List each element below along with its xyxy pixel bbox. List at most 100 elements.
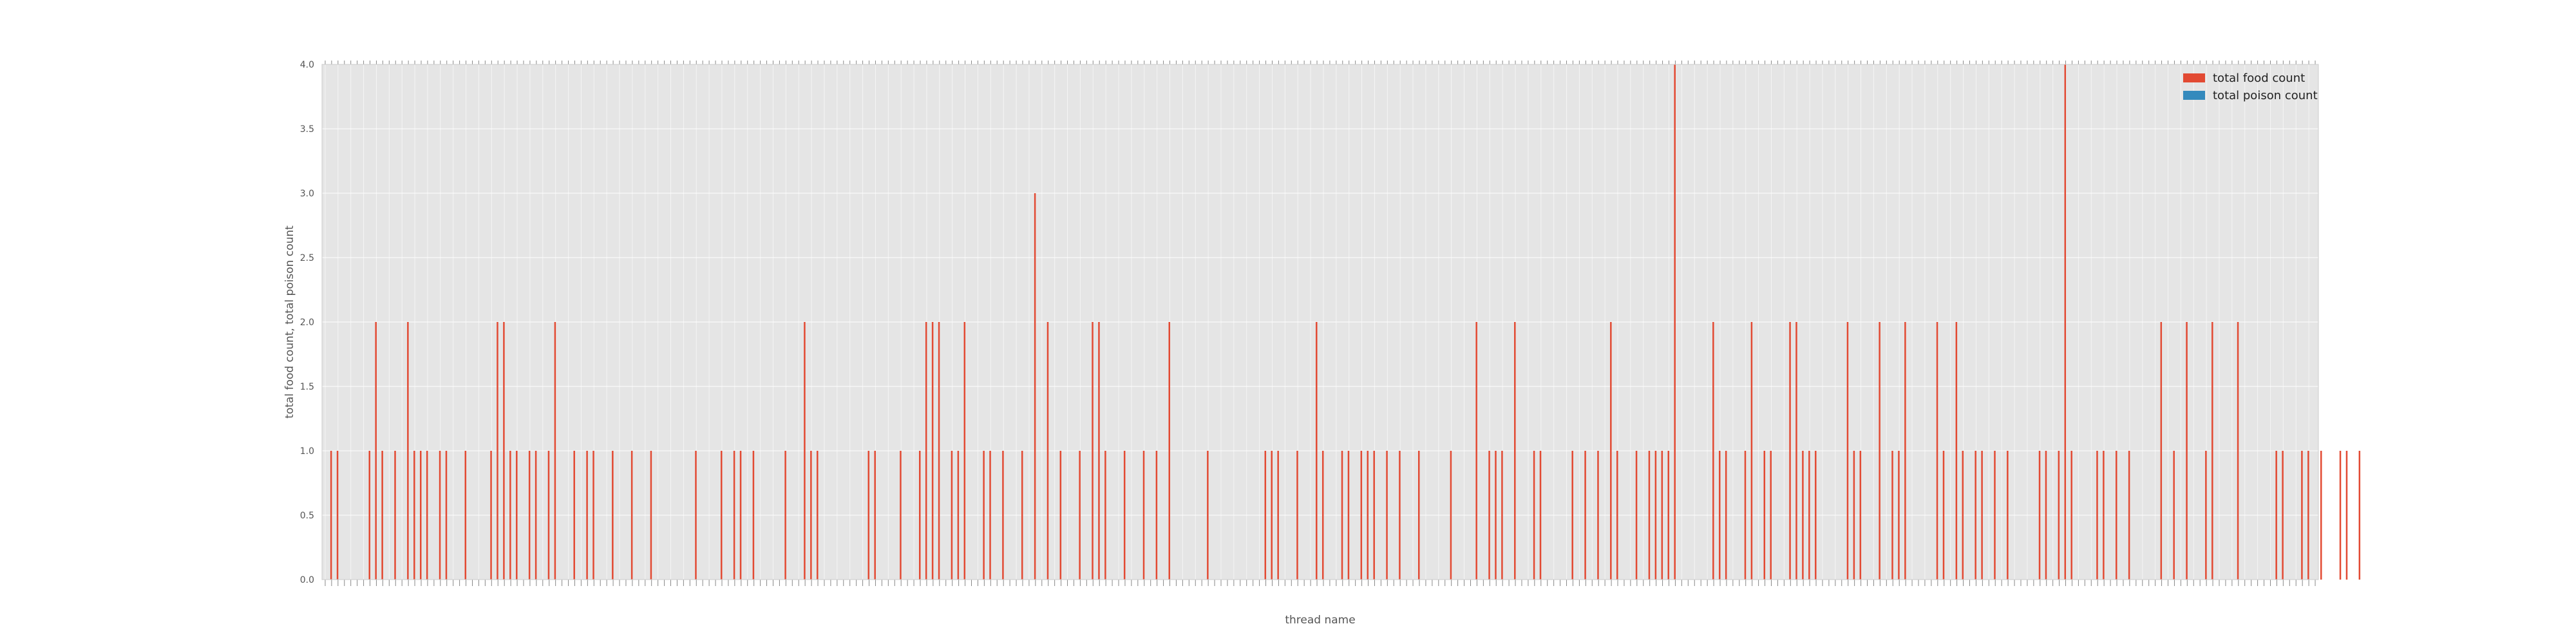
food-count-bar — [1316, 322, 1318, 580]
food-count-bar — [810, 451, 812, 580]
legend-food-label: total food count — [2213, 71, 2305, 85]
food-count-bar — [2058, 451, 2060, 580]
food-count-bar — [1475, 322, 1477, 580]
food-count-bar — [2064, 64, 2067, 580]
food-count-bar — [1002, 451, 1004, 580]
food-count-bar — [1495, 451, 1497, 580]
y-tick-label: 2.5 — [300, 253, 314, 263]
y-tick-label: 0.5 — [300, 511, 314, 521]
food-count-bar — [407, 322, 409, 580]
y-tick-label: 1.5 — [300, 382, 314, 392]
food-count-bar — [630, 451, 633, 580]
food-count-bar — [2320, 451, 2322, 580]
food-count-bar — [1079, 451, 1081, 580]
food-count-bar — [535, 451, 537, 580]
legend-poison-label: total poison count — [2213, 89, 2318, 102]
food-count-bar — [1277, 451, 1279, 580]
food-count-bar — [490, 451, 492, 580]
food-count-bar — [1616, 451, 1618, 580]
food-count-bar — [2103, 451, 2105, 580]
food-count-bar — [547, 451, 550, 580]
food-count-bar — [554, 322, 556, 580]
food-count-bar — [1802, 451, 1804, 580]
food-count-bar — [1763, 451, 1766, 580]
food-count-bar — [1092, 322, 1094, 580]
food-count-bar — [1341, 451, 1343, 580]
food-count-bar — [528, 451, 531, 580]
food-count-bar — [1271, 451, 1273, 580]
food-count-bar — [503, 322, 505, 580]
food-count-bar — [2070, 451, 2072, 580]
food-count-bar — [592, 451, 594, 580]
food-count-bar — [1386, 451, 1388, 580]
food-count-bar — [1750, 322, 1753, 580]
y-tick-label: 3.0 — [300, 189, 314, 199]
food-count-bar — [1539, 451, 1542, 580]
food-count-bar — [1347, 451, 1350, 580]
food-count-bar — [2339, 451, 2342, 580]
food-count-bar — [1296, 451, 1298, 580]
x-axis-title: thread name — [1285, 614, 1355, 627]
y-tick-label: 0.0 — [300, 575, 314, 585]
food-count-bar — [817, 451, 819, 580]
food-count-bar — [1770, 451, 1772, 580]
food-count-bar — [931, 322, 934, 580]
food-count-bar — [1936, 322, 1938, 580]
food-count-bar — [874, 451, 876, 580]
food-count-bar — [2345, 451, 2348, 580]
food-count-bar — [1981, 451, 1983, 580]
food-count-bar — [2128, 451, 2130, 580]
food-count-bar — [2186, 322, 2188, 580]
food-count-bar — [1034, 193, 1036, 580]
food-count-bar — [330, 451, 332, 580]
food-count-bar — [733, 451, 735, 580]
food-count-bar — [1942, 451, 1945, 580]
food-count-bar — [1321, 451, 1324, 580]
food-count-bar — [2307, 451, 2309, 580]
food-count-bar — [1264, 451, 1267, 580]
food-count-bar — [1418, 451, 1420, 580]
food-count-bar — [2275, 451, 2277, 580]
bars — [330, 64, 2361, 580]
food-count-bar — [1367, 451, 1369, 580]
food-count-bar — [1808, 451, 1810, 580]
food-count-bar — [381, 451, 383, 580]
food-count-bar — [1584, 451, 1586, 580]
food-count-bar — [1904, 322, 1906, 580]
legend-food-swatch — [2183, 73, 2205, 82]
food-count-bar — [426, 451, 428, 580]
food-count-bar — [2282, 451, 2284, 580]
food-count-bar — [989, 451, 991, 580]
food-count-bar — [1955, 322, 1958, 580]
food-count-bar — [1533, 451, 1535, 580]
food-count-bar — [1488, 451, 1490, 580]
food-count-bar — [1021, 451, 1023, 580]
food-count-bar — [2205, 451, 2207, 580]
food-count-bar — [2173, 451, 2175, 580]
food-count-bar — [1360, 451, 1363, 580]
food-count-bar — [1098, 322, 1100, 580]
food-count-bar — [2301, 451, 2303, 580]
food-count-bar — [1962, 451, 1964, 580]
food-count-bar — [1654, 451, 1657, 580]
y-axis-ticks: 0.0 0.5 1.0 1.5 2.0 2.5 3.0 3.5 4.0 — [300, 60, 314, 585]
food-count-bar — [1104, 451, 1106, 580]
plot-frame — [321, 64, 2319, 580]
food-count-bar — [1853, 451, 1855, 580]
food-count-bar — [2045, 451, 2047, 580]
food-count-bar — [919, 451, 921, 580]
food-count-bar — [739, 451, 742, 580]
food-count-bar — [1994, 451, 1996, 580]
food-count-bar — [900, 451, 902, 580]
food-count-bar — [1597, 451, 1599, 580]
food-count-bar — [1571, 451, 1573, 580]
food-count-bar — [2160, 322, 2163, 580]
y-tick-label: 1.0 — [300, 446, 314, 457]
food-count-bar — [586, 451, 588, 580]
food-count-bar — [963, 322, 966, 580]
food-count-bar — [1859, 451, 1862, 580]
food-count-bar — [2007, 451, 2009, 580]
food-count-bar — [2237, 322, 2239, 580]
food-count-bar — [1789, 322, 1791, 580]
